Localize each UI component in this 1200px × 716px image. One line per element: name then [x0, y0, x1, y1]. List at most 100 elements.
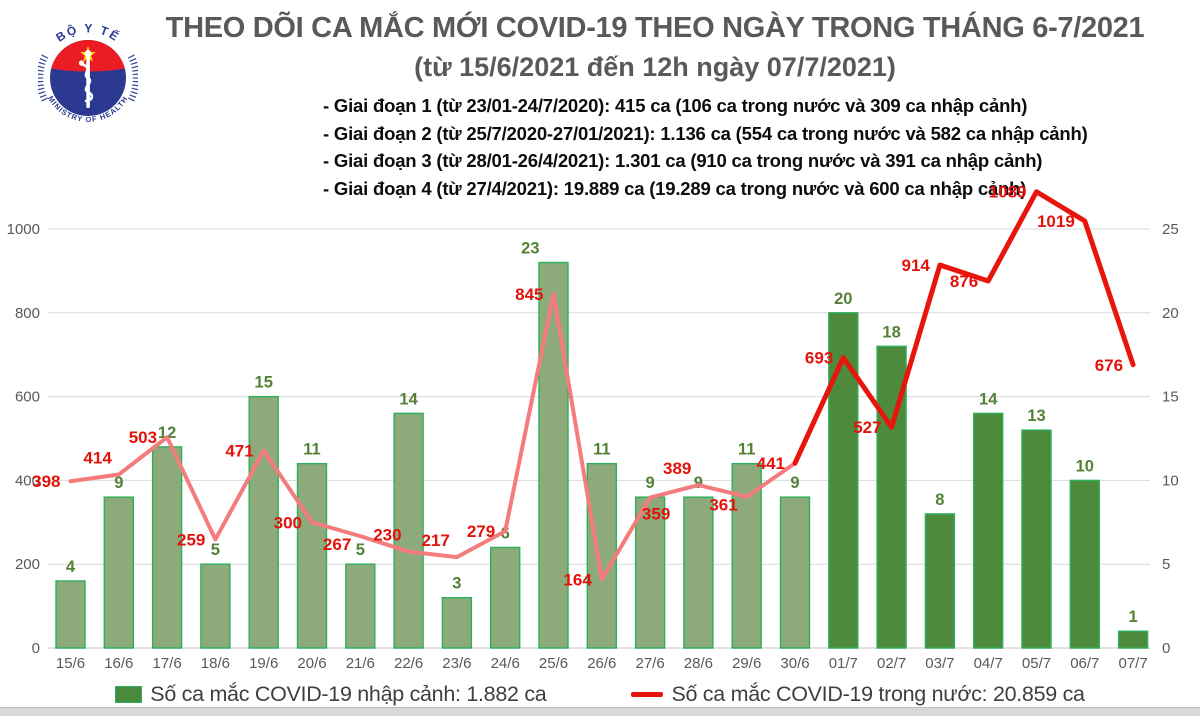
bar-label-01/7: 20 — [834, 290, 852, 308]
x-label-24/6: 24/6 — [491, 655, 520, 672]
line-label-27/6: 359 — [642, 505, 670, 524]
bar-19/6 — [248, 395, 279, 649]
bar-label-04/7: 14 — [979, 390, 998, 408]
phase-annotations: - Giai đoạn 1 (từ 23/01-24/7/2020): 415 … — [323, 92, 1088, 202]
x-label-23/6: 23/6 — [442, 655, 471, 672]
legend-item-imported: Số ca mắc COVID-19 nhập cảnh: 1.882 ca — [115, 681, 547, 707]
x-label-26/6: 26/6 — [587, 655, 616, 672]
right-axis-label-25: 25 — [1162, 221, 1179, 238]
line-label-20/6: 300 — [274, 513, 302, 532]
x-label-17/6: 17/6 — [152, 655, 181, 672]
page-title: THEO DÕI CA MẮC MỚI COVID-19 THEO NGÀY T… — [165, 12, 1145, 44]
line-label-26/6: 164 — [563, 570, 592, 589]
phase-1-text: - Giai đoạn 1 (từ 23/01-24/7/2020): 415 … — [323, 95, 1028, 116]
x-label-01/7: 01/7 — [829, 655, 858, 672]
line-label-07/7: 676 — [1095, 356, 1123, 375]
x-label-27/6: 27/6 — [635, 655, 664, 672]
line-label-23/6: 217 — [422, 531, 450, 550]
line-label-22/6: 230 — [373, 526, 401, 545]
line-label-16/6: 414 — [83, 449, 112, 468]
bar-18/6 — [200, 563, 231, 649]
line-label-06/7: 1019 — [1037, 212, 1075, 231]
right-axis-label-10: 10 — [1162, 472, 1179, 489]
right-axis-label-0: 0 — [1162, 640, 1170, 657]
phase-4-text: - Giai đoạn 4 (từ 27/4/2021): 19.889 ca … — [323, 177, 1027, 199]
x-label-05/7: 05/7 — [1022, 655, 1051, 672]
x-label-06/7: 06/7 — [1070, 655, 1099, 672]
bar-label-24/6: 6 — [501, 524, 510, 542]
x-label-20/6: 20/6 — [297, 655, 326, 672]
imported-cases-swatch — [115, 685, 143, 703]
domestic-line-light — [68, 291, 797, 582]
right-axis-label-15: 15 — [1162, 389, 1179, 406]
bar-label-06/7: 10 — [1076, 457, 1094, 475]
x-label-18/6: 18/6 — [201, 655, 230, 672]
right-axis-label-20: 20 — [1162, 305, 1179, 322]
phase-3-text: - Giai đoạn 3 (từ 28/01-26/4/2021): 1.30… — [323, 150, 1043, 171]
bar-15/6 — [55, 580, 86, 649]
bar-label-15/6: 4 — [66, 558, 76, 576]
window-bottom-edge — [0, 707, 1200, 716]
imported-cases-label: Số ca mắc COVID-19 nhập cảnh: 1.882 ca — [150, 681, 547, 706]
bar-06/7 — [1069, 479, 1101, 649]
bar-22/6 — [393, 412, 424, 649]
covid-daily-cases-chart: 020040060080010000510152025415/6916/6121… — [7, 183, 1179, 672]
x-label-30/6: 30/6 — [780, 655, 809, 672]
bar-label-18/6: 5 — [211, 541, 220, 559]
bar-label-29/6: 11 — [738, 441, 755, 459]
bar-24/6 — [490, 546, 521, 649]
line-label-04/7: 876 — [950, 272, 978, 291]
bar-07/7 — [1117, 630, 1149, 649]
x-label-25/6: 25/6 — [539, 655, 568, 672]
bar-label-20/6: 11 — [303, 441, 320, 459]
left-axis-label-600: 600 — [15, 389, 40, 406]
x-label-28/6: 28/6 — [684, 655, 713, 672]
chart-header: THEO DÕI CA MẮC MỚI COVID-19 THEO NGÀY T… — [140, 12, 1170, 83]
domestic-cases-label: Số ca mắc COVID-19 trong nước: 20.859 ca — [671, 681, 1085, 706]
x-label-04/7: 04/7 — [974, 655, 1003, 672]
bar-label-19/6: 15 — [255, 374, 273, 392]
bar-05/7 — [1021, 429, 1052, 649]
line-label-25/6: 845 — [515, 285, 543, 304]
bar-17/6 — [151, 446, 183, 649]
bar-03/7 — [924, 513, 956, 649]
x-label-22/6: 22/6 — [394, 655, 423, 672]
x-label-07/7: 07/7 — [1118, 655, 1147, 672]
x-label-02/7: 02/7 — [877, 655, 906, 672]
bar-28/6 — [683, 496, 714, 649]
line-label-15/6: 398 — [32, 472, 60, 491]
left-axis-label-400: 400 — [15, 472, 40, 489]
x-label-15/6: 15/6 — [56, 655, 85, 672]
left-axis-label-800: 800 — [15, 305, 40, 322]
phase-2-text: - Giai đoạn 2 (từ 25/7/2020-27/01/2021):… — [323, 122, 1088, 144]
bar-label-23/6: 3 — [452, 575, 461, 593]
bar-label-30/6: 9 — [790, 474, 799, 492]
bar-label-17/6: 12 — [158, 424, 176, 442]
bar-label-03/7: 8 — [935, 491, 944, 509]
x-label-03/7: 03/7 — [925, 655, 954, 672]
chart-legend: Số ca mắc COVID-19 nhập cảnh: 1.882 ca S… — [0, 680, 1200, 708]
bar-label-27/6: 9 — [646, 474, 655, 492]
left-axis-label-0: 0 — [32, 640, 40, 657]
line-label-18/6: 259 — [177, 530, 205, 549]
bar-20/6 — [296, 462, 328, 649]
domestic-line-bright — [792, 189, 1136, 466]
line-label-28/6: 389 — [663, 459, 691, 478]
line-label-21/6: 267 — [323, 535, 351, 554]
logo-ray-border — [38, 54, 138, 102]
bar-23/6 — [441, 597, 473, 649]
bar-label-26/6: 11 — [593, 441, 610, 459]
line-label-17/6: 503 — [129, 428, 157, 447]
x-label-19/6: 19/6 — [249, 655, 278, 672]
left-axis-label-200: 200 — [15, 556, 40, 573]
bar-label-07/7: 1 — [1129, 608, 1138, 626]
bar-16/6 — [103, 496, 135, 649]
line-label-19/6: 471 — [225, 442, 253, 461]
right-axis-label-5: 5 — [1162, 556, 1170, 573]
bar-label-22/6: 14 — [399, 390, 418, 408]
x-label-16/6: 16/6 — [104, 655, 133, 672]
line-label-05/7: 1089 — [989, 183, 1027, 202]
bar-label-21/6: 5 — [356, 541, 365, 559]
bar-30/6 — [779, 496, 811, 649]
bar-label-05/7: 13 — [1027, 407, 1045, 425]
